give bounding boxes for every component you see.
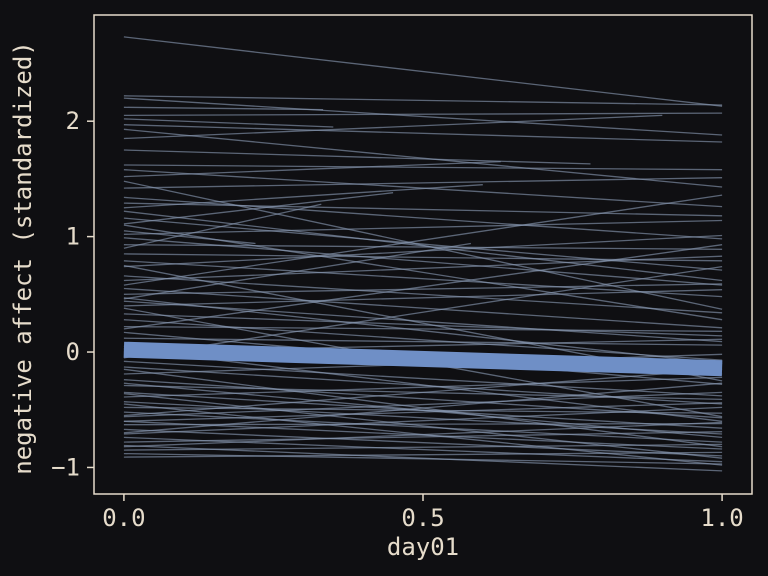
individual-line xyxy=(123,368,723,448)
y-tick-label: −1 xyxy=(51,453,80,481)
x-tick-label: 0.5 xyxy=(401,504,444,532)
individual-line xyxy=(123,177,723,189)
individual-line xyxy=(123,118,334,128)
individual-line xyxy=(123,406,723,435)
individual-line xyxy=(123,402,723,422)
individual-line xyxy=(123,265,723,359)
individual-line xyxy=(123,242,472,300)
individual-line xyxy=(123,112,723,117)
x-axis-label: day01 xyxy=(387,533,459,561)
individual-line xyxy=(123,128,723,188)
individual-line xyxy=(123,184,483,209)
individual-line xyxy=(123,230,256,245)
individual-line xyxy=(123,275,723,314)
individual-line xyxy=(123,217,723,271)
individual-line xyxy=(123,289,723,307)
individual-line xyxy=(123,124,723,143)
y-tick-label: 1 xyxy=(66,223,80,251)
y-tick-label: 0 xyxy=(66,338,80,366)
individual-line xyxy=(123,325,723,332)
individual-line xyxy=(123,192,394,225)
individual-line xyxy=(123,97,723,136)
individual-line xyxy=(123,160,501,178)
individual-line xyxy=(123,452,723,465)
individual-line xyxy=(123,376,723,398)
individual-line xyxy=(123,443,723,451)
individual-line xyxy=(123,180,723,310)
individual-line xyxy=(123,436,723,463)
individual-line xyxy=(123,244,723,250)
individual-line xyxy=(123,164,723,171)
individual-line xyxy=(123,360,723,397)
individual-line xyxy=(123,392,723,459)
individual-line xyxy=(123,428,723,457)
individual-line xyxy=(123,391,723,418)
individual-line xyxy=(123,337,723,346)
individual-line xyxy=(123,36,723,107)
individual-line xyxy=(123,300,723,343)
y-axis-label: negative affect (standardized) xyxy=(9,41,37,474)
individual-line xyxy=(123,149,591,165)
individual-line xyxy=(123,283,723,295)
x-axis: 0.0 0.5 1.0 xyxy=(102,494,744,532)
individual-line xyxy=(123,382,723,439)
individual-line xyxy=(123,297,723,365)
y-tick-label: 2 xyxy=(66,107,80,135)
individual-line xyxy=(123,203,322,249)
individual-lines xyxy=(123,36,723,472)
individual-line xyxy=(123,219,723,235)
x-tick-label: 1.0 xyxy=(700,504,743,532)
individual-line xyxy=(123,244,723,330)
mean-line xyxy=(123,341,723,377)
individual-line xyxy=(123,368,723,417)
x-tick-label: 0.0 xyxy=(102,504,145,532)
individual-line xyxy=(123,411,723,443)
individual-line xyxy=(123,451,723,458)
individual-line xyxy=(123,196,723,240)
individual-line xyxy=(123,202,723,217)
individual-line xyxy=(123,106,324,111)
individual-line xyxy=(123,313,723,337)
individual-line xyxy=(123,421,723,448)
y-axis: −1 0 1 2 xyxy=(51,107,94,481)
individual-line xyxy=(123,95,723,106)
individual-line xyxy=(123,260,723,298)
individual-line xyxy=(123,255,723,282)
individual-line xyxy=(123,114,663,140)
mean-line-group xyxy=(123,341,723,377)
individual-line xyxy=(123,287,723,329)
individual-line xyxy=(123,194,723,286)
